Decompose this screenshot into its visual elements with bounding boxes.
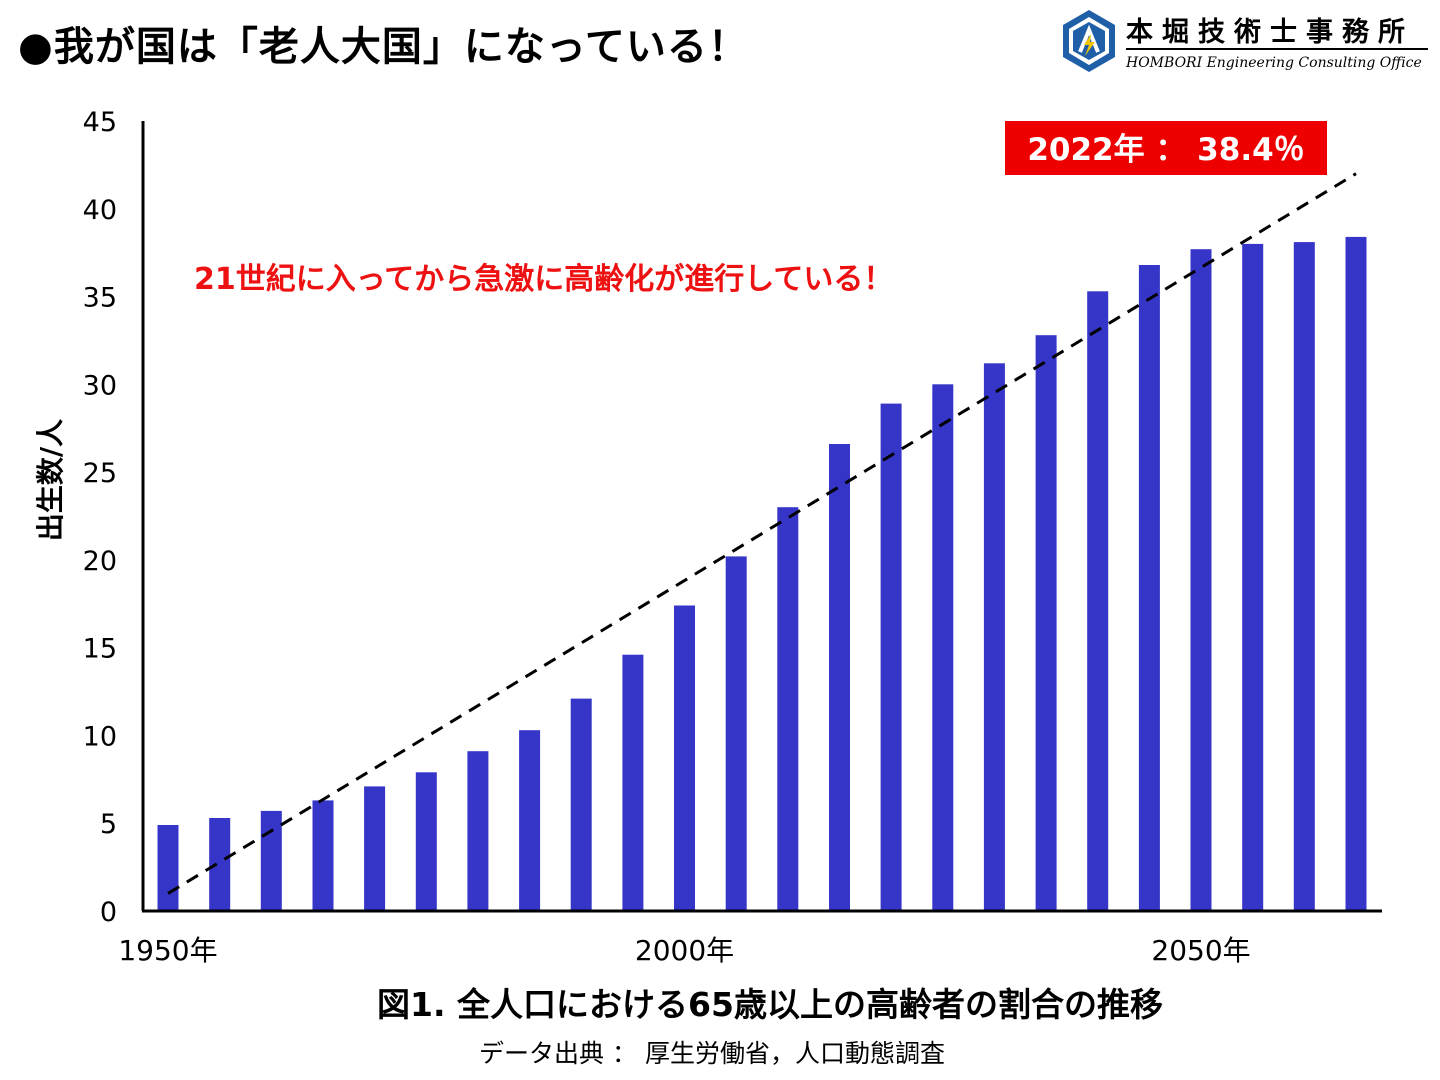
y-tick-label: 35 <box>83 283 117 314</box>
bar <box>1293 242 1315 912</box>
bar <box>622 654 644 911</box>
bar <box>364 786 386 911</box>
y-tick-label: 0 <box>100 897 117 928</box>
trend-line <box>167 172 1357 895</box>
x-tick-label: 2000年 <box>635 934 734 967</box>
x-tick-label: 2050年 <box>1151 934 1250 967</box>
bar <box>260 810 282 911</box>
bar <box>777 507 799 911</box>
company-name: 本堀技術士事務所 <box>1126 17 1414 48</box>
bar <box>312 800 334 911</box>
y-tick-label: 15 <box>83 634 117 665</box>
bar <box>1138 265 1160 911</box>
highlight-callout: 2022年 ： 38.4％ <box>1005 121 1327 175</box>
y-tick-label: 40 <box>83 195 117 226</box>
x-tick-label: 1950年 <box>118 934 217 967</box>
hombori-logo-icon <box>1063 10 1115 72</box>
bar <box>725 556 747 911</box>
highlight-callout-box <box>1005 121 1327 175</box>
trend-annotation: 21世紀に入ってから急激に高齢化が進行している！ <box>194 262 893 297</box>
company-subtitle: HOMBORI Engineering Consulting Office <box>1126 55 1422 71</box>
figure-caption: 図1. 全人口における65歳以上の高齢者の割合の推移 <box>377 985 1163 1024</box>
bar <box>1087 291 1109 911</box>
y-tick-label: 5 <box>100 809 117 840</box>
bar <box>674 605 695 911</box>
bar-chart: 0 5 10 15 20 25 30 35 40 45 1950年 2000年 2050年 出生数/人… <box>34 107 1382 967</box>
y-axis-ticks: 0 5 10 15 20 25 30 35 40 45 <box>83 107 117 928</box>
bar <box>209 818 231 911</box>
bar <box>1345 236 1367 911</box>
bar <box>983 363 1005 911</box>
bar-series <box>157 236 1367 912</box>
bar <box>415 772 437 911</box>
bar <box>157 825 179 911</box>
logo-divider <box>1126 48 1428 50</box>
company-logo: 本堀技術士事務所 HOMBORI Engineering Consulting … <box>1060 8 1432 78</box>
data-source: データ出典 ： 厚生労働省，人口動態調査 <box>479 1039 945 1068</box>
bar <box>829 444 850 911</box>
y-axis-label: 出生数/人 <box>34 419 67 541</box>
bar <box>570 698 592 911</box>
y-tick-label: 20 <box>83 546 117 577</box>
bar <box>880 403 902 911</box>
bar <box>1035 335 1057 911</box>
y-tick-label: 10 <box>83 721 117 752</box>
bar <box>1190 249 1212 911</box>
bar <box>519 730 541 911</box>
y-tick-label: 45 <box>83 107 117 138</box>
y-tick-label: 30 <box>83 370 117 401</box>
y-tick-label: 25 <box>83 458 117 489</box>
bar <box>1242 243 1264 911</box>
x-axis-ticks: 1950年 2000年 2050年 <box>118 934 1250 967</box>
highlight-callout-text: 2022年 ： 38.4％ <box>1027 132 1304 168</box>
bar <box>932 384 954 911</box>
bar <box>467 751 489 911</box>
page-title: ●我が国は「老人大国」になっている！ <box>18 24 749 70</box>
